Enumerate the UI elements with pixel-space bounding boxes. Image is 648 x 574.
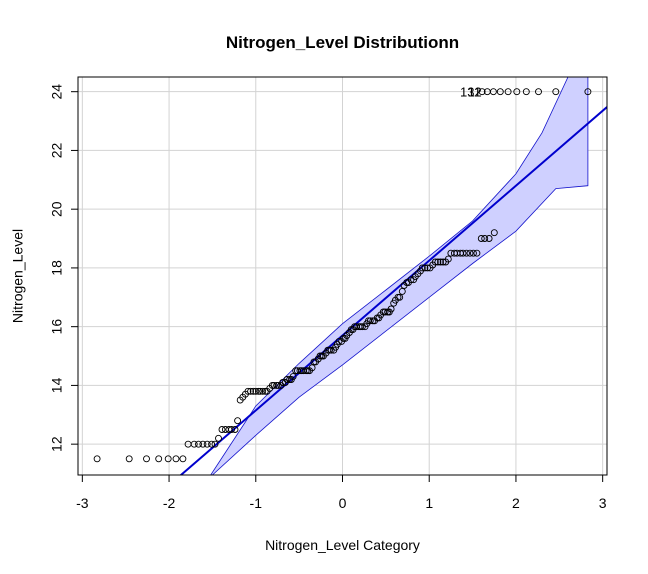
chart-title: Nitrogen_Level Distributionn: [226, 33, 459, 52]
x-axis-label: Nitrogen_Level Category: [265, 537, 420, 553]
y-tick-label: 24: [49, 84, 65, 100]
data-point: [218, 426, 226, 433]
x-tick-label: 3: [599, 495, 607, 511]
data-point: [504, 88, 512, 96]
data-point: [431, 258, 439, 266]
data-point: [513, 88, 521, 96]
y-tick-label: 20: [49, 201, 65, 217]
data-point: [247, 387, 255, 395]
data-point: [270, 381, 278, 389]
outlier-label: 132: [460, 85, 482, 100]
data-point: [234, 417, 242, 425]
y-axis-label: Nitrogen_Level: [10, 229, 26, 323]
data-point: [256, 387, 264, 395]
data-point: [190, 440, 198, 448]
y-tick-label: 22: [49, 142, 65, 158]
data-point: [195, 440, 202, 448]
data-point: [485, 235, 493, 242]
data-point: [249, 387, 257, 395]
x-tick-label: 2: [512, 495, 520, 511]
data-point: [418, 264, 426, 272]
data-point: [437, 258, 444, 266]
data-point: [490, 229, 498, 237]
x-tick-label: 0: [339, 495, 347, 511]
y-axis: 12 14 16 18 20 22 24: [49, 84, 79, 452]
confidence-band: [210, 77, 589, 475]
data-point: [125, 455, 133, 463]
data-point: [366, 317, 374, 325]
data-point: [496, 88, 504, 96]
y-tick-label: 12: [49, 436, 65, 452]
data-point: [478, 88, 486, 96]
data-point: [463, 249, 470, 257]
data-point: [552, 88, 560, 96]
data-point: [469, 249, 477, 257]
data-point: [283, 376, 291, 383]
data-point: [211, 440, 219, 448]
data-point: [289, 373, 297, 381]
data-point: [143, 455, 150, 463]
data-point: [172, 455, 180, 463]
x-axis: -3 -2 -1 0 1 2 3: [76, 474, 607, 511]
data-point: [215, 434, 222, 442]
data-point: [199, 440, 207, 448]
data-point: [203, 440, 211, 448]
data-point: [164, 455, 172, 463]
y-tick-label: 16: [49, 319, 65, 335]
y-tick-label: 14: [49, 377, 65, 393]
data-point: [489, 88, 497, 96]
data-points: [93, 88, 592, 463]
data-point: [231, 426, 239, 433]
data-point: [155, 455, 163, 463]
data-point: [179, 455, 187, 463]
grid-lines: [78, 77, 607, 475]
data-point: [473, 249, 481, 257]
data-point: [252, 387, 260, 395]
x-tick-label: -2: [163, 495, 176, 511]
outlier-label: 11: [468, 85, 482, 100]
data-point: [439, 258, 447, 266]
data-point: [259, 387, 267, 395]
data-point: [381, 308, 389, 316]
x-tick-label: -1: [250, 495, 263, 511]
data-point: [466, 249, 474, 257]
data-point: [535, 88, 542, 96]
data-point: [421, 264, 429, 272]
data-point: [434, 258, 442, 266]
data-point: [208, 440, 216, 448]
data-point: [481, 235, 489, 242]
data-point: [424, 264, 431, 272]
data-point: [396, 293, 404, 301]
y-tick-label: 18: [49, 260, 65, 276]
data-point: [477, 235, 485, 242]
data-point: [444, 255, 452, 263]
data-point: [228, 426, 235, 433]
data-point: [244, 387, 252, 395]
data-point: [522, 88, 530, 96]
x-tick-label: -3: [76, 495, 89, 511]
data-point: [387, 305, 395, 313]
data-point: [459, 249, 467, 257]
data-point: [93, 455, 101, 463]
x-tick-label: 1: [425, 495, 433, 511]
confidence-band-area: [210, 77, 589, 475]
data-point: [584, 88, 592, 96]
